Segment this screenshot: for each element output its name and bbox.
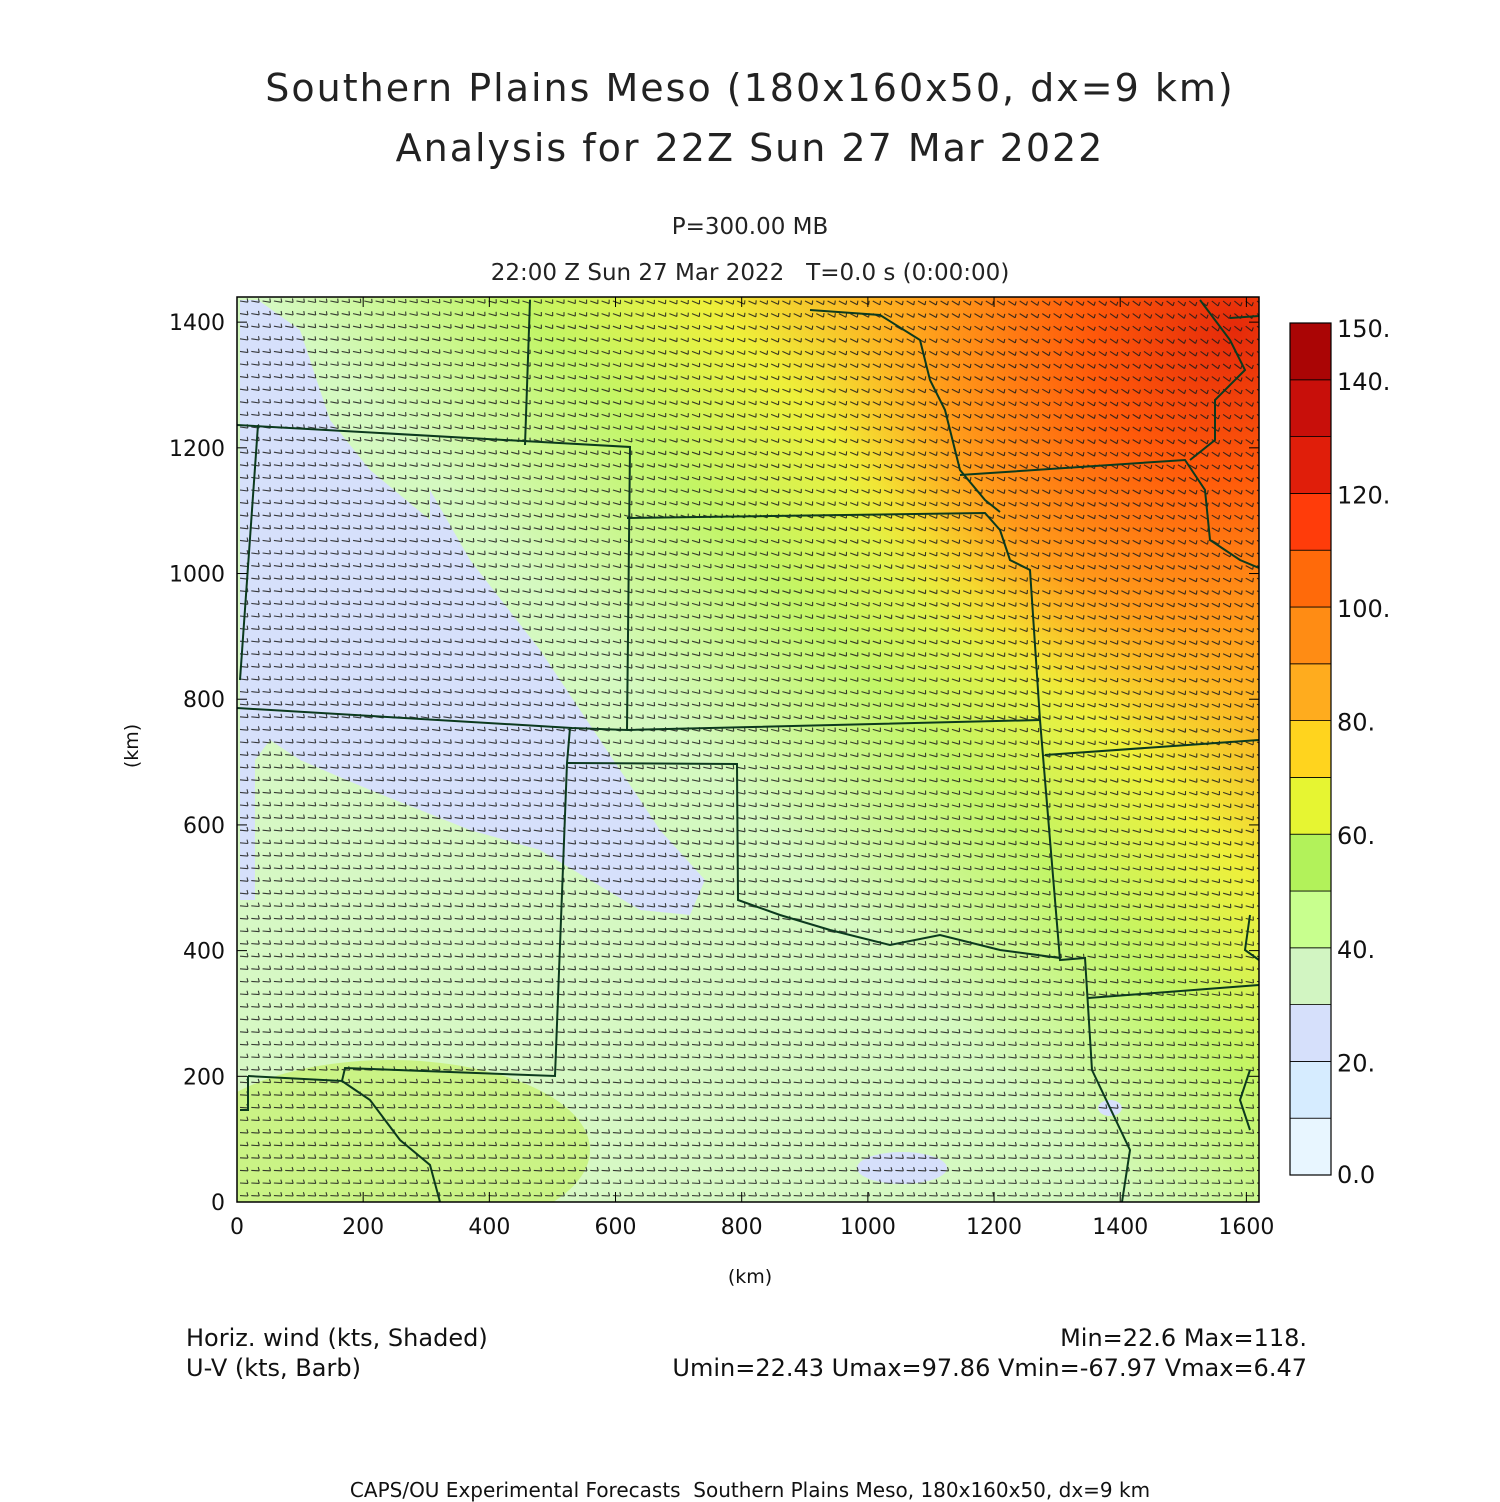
colorbar-swatch [1289, 549, 1332, 608]
colorbar-label: 100. [1337, 595, 1390, 623]
colorbar-swatch [1289, 606, 1332, 665]
plot-frame [236, 296, 1260, 1203]
colorbar-swatch [1289, 663, 1332, 721]
uv-min-max-stats: Umin=22.43 Umax=97.86 Vmin=-67.97 Vmax=6… [672, 1354, 1307, 1382]
colorbar-label: 40. [1337, 936, 1375, 964]
barb-field-legend: U-V (kts, Barb) [186, 1354, 361, 1382]
x-tick-label: 1600 [1218, 1215, 1274, 1240]
plot-title-line2: Analysis for 22Z Sun 27 Mar 2022 [395, 126, 1105, 170]
x-tick-label: 1400 [1092, 1215, 1148, 1240]
colorbar-swatch [1289, 777, 1332, 835]
min-max-stats: Min=22.6 Max=118. [1060, 1324, 1307, 1352]
x-tick-label: 0 [230, 1215, 244, 1240]
colorbar-swatch [1289, 436, 1332, 494]
colorbar: 150. 140. 120. 100. 80. 60. 40. 20. 0.0 [1289, 315, 1390, 1189]
colorbar-swatch [1289, 1061, 1332, 1119]
x-tick-label: 600 [595, 1215, 637, 1240]
x-tick-label: 800 [721, 1215, 763, 1240]
colorbar-swatch [1289, 492, 1332, 551]
y-axis-label: (km) [121, 723, 143, 769]
x-tick-label: 1000 [840, 1215, 896, 1240]
colorbar-label: 120. [1337, 481, 1390, 509]
barb-glyphs [239, 298, 1259, 1197]
x-tick-label: 1200 [966, 1215, 1022, 1240]
colorbar-label: 140. [1337, 368, 1390, 396]
colorbar-swatch [1289, 720, 1332, 778]
x-axis-label: (km) [727, 1266, 773, 1288]
valid-time: 22:00 Z Sun 27 Mar 2022 T=0.0 s (0:00:00… [490, 260, 1010, 286]
colorbar-swatch [1289, 947, 1332, 1005]
plot-title-line1: Southern Plains Meso (180x160x50, dx=9 k… [265, 66, 1235, 110]
y-tick-label: 1400 [169, 311, 225, 336]
y-tick-label: 0 [211, 1191, 225, 1216]
wind-barbs [239, 298, 1259, 1197]
colorbar-label: 20. [1337, 1049, 1375, 1077]
colorbar-swatch [1289, 322, 1332, 381]
y-tick-label: 1000 [169, 563, 225, 588]
state-boundaries [237, 299, 1259, 1202]
colorbar-swatch [1289, 833, 1332, 892]
y-tick-label: 1200 [169, 437, 225, 462]
footer-credit: CAPS/OU Experimental Forecasts Southern … [349, 1478, 1151, 1502]
axes: 0 200 400 600 800 1000 1200 1400 1600 0 200 400 600 8… [169, 297, 1274, 1240]
pressure-level: P=300.00 MB [671, 214, 829, 240]
shaded-field [237, 297, 1259, 1202]
shaded-field-legend: Horiz. wind (kts, Shaded) [186, 1324, 488, 1352]
y-tick-label: 800 [183, 688, 225, 713]
low-wind-region [240, 300, 705, 915]
y-tick-label: 200 [183, 1065, 225, 1090]
x-tick-label: 400 [468, 1215, 510, 1240]
colorbar-swatch [1289, 890, 1332, 949]
y-tick-label: 600 [183, 814, 225, 839]
y-tick-label: 400 [183, 940, 225, 965]
colorbar-label: 0.0 [1337, 1161, 1375, 1189]
x-tick-label: 200 [342, 1215, 384, 1240]
colorbar-swatch [1289, 379, 1332, 437]
colorbar-swatch [1289, 1117, 1332, 1176]
colorbar-swatch [1289, 1004, 1332, 1062]
colorbar-label: 60. [1337, 822, 1375, 850]
colorbar-label: 80. [1337, 709, 1375, 737]
colorbar-label: 150. [1337, 315, 1390, 343]
